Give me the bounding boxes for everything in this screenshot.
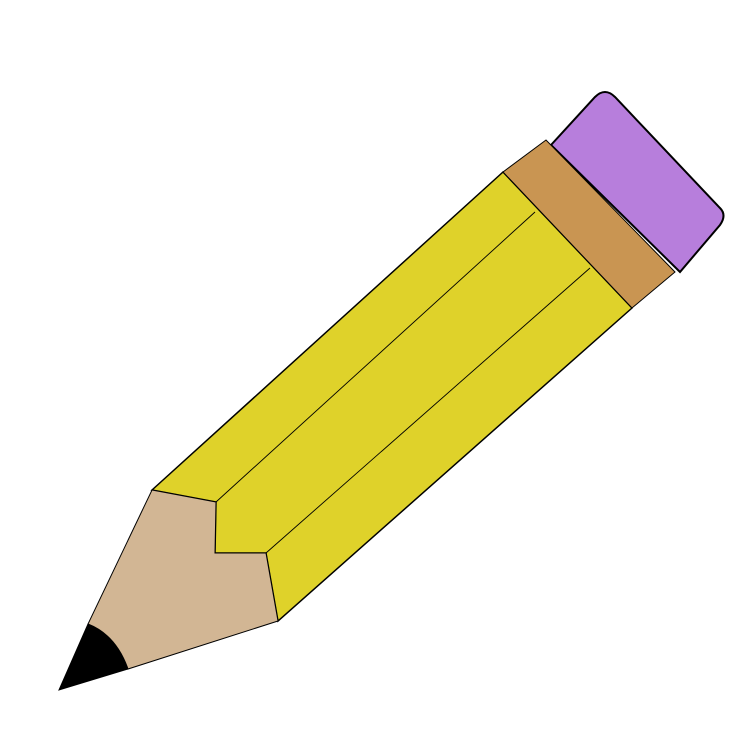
eraser-icon <box>549 91 725 274</box>
body-facet-line-1 <box>215 211 536 503</box>
body-facet-line-2 <box>265 267 591 554</box>
ferrule-band <box>502 139 676 309</box>
lead-point <box>58 623 129 691</box>
